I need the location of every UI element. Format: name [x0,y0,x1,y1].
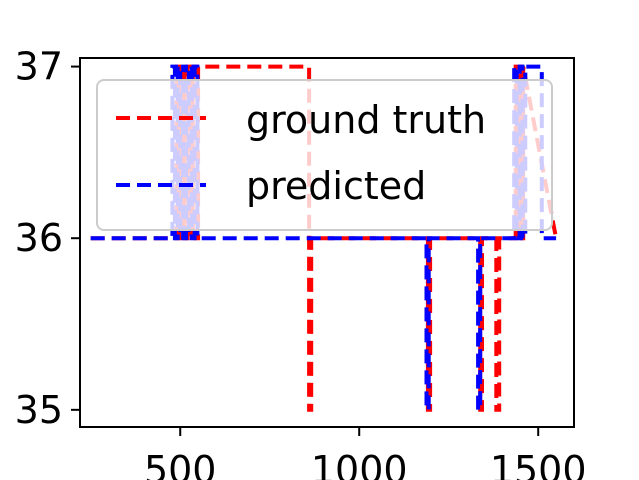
y-tick-label: 37 [15,45,63,89]
x-tick-label: 1500 [490,448,587,480]
x-tick-label: 500 [144,448,217,480]
y-tick-label: 36 [15,216,63,260]
axis-layer: 500 1000 1500 35 36 37 [15,45,587,480]
series-line-predicted [90,64,557,412]
legend-label-predicted: predicted [246,164,426,208]
y-tick-label: 35 [15,388,63,432]
plot-frame [79,57,575,428]
legend: ground truth predicted [96,79,553,231]
legend-label-ground-truth: ground truth [246,98,486,142]
legend-box [96,79,553,231]
x-tick-label: 1000 [311,448,408,480]
